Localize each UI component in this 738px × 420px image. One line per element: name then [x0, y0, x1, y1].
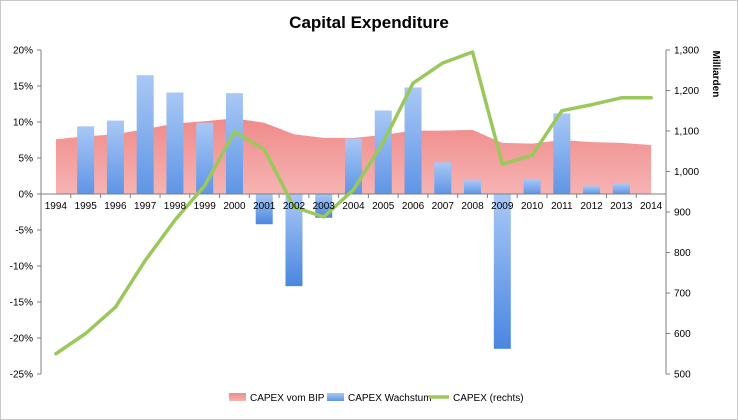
legend-swatch-capex-vom-bip — [229, 393, 246, 401]
y-right-tick-label: 1,300 — [674, 46, 699, 57]
bar-capex-wachstum-2001 — [255, 194, 273, 225]
y-right-tick-label: 500 — [674, 370, 691, 381]
y-left-tick-label: 15% — [13, 82, 33, 93]
y-left-tick-label: -5% — [15, 226, 33, 237]
point-capex-rechts-2009 — [501, 163, 504, 166]
point-capex-rechts-2003 — [322, 215, 325, 219]
x-tick-label: 2008 — [461, 201, 484, 212]
y-left-tick-label: -15% — [10, 298, 33, 309]
y-right-tick-label: 800 — [674, 248, 691, 259]
point-capex-rechts-2008 — [471, 50, 474, 54]
y-right-tick-label: 1,100 — [674, 127, 699, 138]
x-tick-label: 2005 — [372, 201, 395, 212]
x-tick-label: 2001 — [253, 201, 276, 212]
point-capex-rechts-2001 — [263, 148, 266, 151]
axes-layer — [37, 49, 670, 375]
y-left-tick-label: -25% — [10, 370, 33, 381]
x-tick-label: 2011 — [551, 201, 573, 212]
bar-capex-wachstum-2004 — [345, 138, 362, 194]
y-left-tick-label: 10% — [13, 118, 33, 129]
legend-label-capex-wachstum: CAPEX Wachstum — [348, 393, 432, 404]
x-tick-label: 1998 — [164, 201, 187, 212]
point-capex-rechts-1996 — [114, 305, 117, 309]
x-tick-label: 2003 — [313, 201, 336, 212]
x-tick-label: 2000 — [223, 201, 246, 212]
point-capex-rechts-2002 — [292, 205, 296, 209]
y-left-tick-label: -10% — [10, 262, 33, 273]
point-capex-rechts-1995 — [84, 332, 87, 335]
x-tick-label: 2009 — [491, 201, 514, 212]
legend-swatch-capex-wachstum — [327, 393, 344, 401]
chart-title: Capital Expenditure — [289, 13, 449, 32]
line-layer — [54, 50, 653, 356]
x-tick-label: 2013 — [610, 201, 633, 212]
x-tick-label: 2006 — [402, 201, 425, 212]
x-tick-label: 1994 — [45, 201, 68, 212]
point-capex-rechts-1999 — [203, 184, 206, 187]
tick-layer: -25% -20% -15% -10% -5% 0% 5% 10% 15% 20% 500 600 70… — [10, 46, 700, 381]
point-capex-rechts-2014 — [649, 96, 653, 99]
bar-layer — [77, 75, 630, 349]
bar-capex-wachstum-1998 — [166, 92, 184, 194]
x-tick-label: 1999 — [194, 201, 217, 212]
y-right-tick-label: 1,200 — [674, 86, 699, 97]
x-tick-label: 1997 — [134, 201, 157, 212]
point-capex-rechts-2006 — [411, 82, 415, 85]
bar-capex-wachstum-2007 — [434, 162, 452, 194]
legend: CAPEX vom BIP CAPEX Wachstum CAPEX (rechts… — [229, 393, 524, 404]
bar-capex-wachstum-2012 — [583, 186, 601, 194]
point-capex-rechts-2010 — [530, 154, 534, 157]
point-capex-rechts-2000 — [233, 130, 236, 134]
x-tick-label: 2012 — [580, 201, 603, 212]
legend-label-capex-rechts: CAPEX (rechts) — [453, 393, 524, 404]
y-right-tick-label: 900 — [674, 208, 691, 219]
bar-capex-wachstum-2002 — [285, 194, 303, 287]
bar-capex-wachstum-1996 — [106, 120, 124, 194]
y-left-tick-label: -20% — [10, 334, 33, 345]
y-left-tick-label: 5% — [19, 154, 34, 165]
y-right-tick-label: 1,000 — [674, 167, 699, 178]
point-capex-rechts-1998 — [173, 218, 177, 222]
x-tick-label: 2014 — [640, 201, 663, 212]
y-left-tick-label: 20% — [13, 46, 33, 57]
point-capex-rechts-2007 — [441, 61, 444, 65]
point-capex-rechts-2011 — [560, 109, 564, 112]
bar-capex-wachstum-1997 — [136, 75, 154, 194]
point-capex-rechts-1994 — [54, 352, 58, 355]
y-right-tick-label: 600 — [674, 329, 691, 340]
y-right-tick-label: 700 — [674, 289, 691, 300]
bar-capex-wachstum-2011 — [553, 113, 571, 194]
bar-capex-wachstum-2010 — [523, 178, 541, 194]
point-capex-rechts-2013 — [620, 96, 623, 99]
bar-capex-wachstum-1995 — [77, 126, 95, 194]
x-tick-label: 2002 — [283, 201, 306, 212]
bar-capex-wachstum-2013 — [612, 183, 630, 194]
bar-capex-wachstum-2009 — [493, 194, 511, 349]
legend-label-capex-vom-bip: CAPEX vom BIP — [250, 393, 325, 404]
x-tick-label: 2010 — [521, 201, 544, 212]
bar-capex-wachstum-2006 — [404, 87, 422, 194]
x-tick-label: 1996 — [104, 201, 127, 212]
x-tick-label: 2004 — [342, 201, 365, 212]
point-capex-rechts-1997 — [143, 259, 147, 262]
point-capex-rechts-2004 — [352, 188, 355, 191]
y-left-tick-label: 0% — [19, 190, 34, 201]
point-capex-rechts-2005 — [382, 141, 385, 144]
x-tick-label: 1995 — [75, 201, 98, 212]
x-tick-label: 2007 — [432, 201, 455, 212]
bar-capex-wachstum-2000 — [225, 93, 243, 194]
bar-capex-wachstum-2008 — [464, 180, 482, 194]
y-right-axis-label: Milliarden — [710, 51, 721, 98]
point-capex-rechts-2012 — [590, 103, 593, 106]
